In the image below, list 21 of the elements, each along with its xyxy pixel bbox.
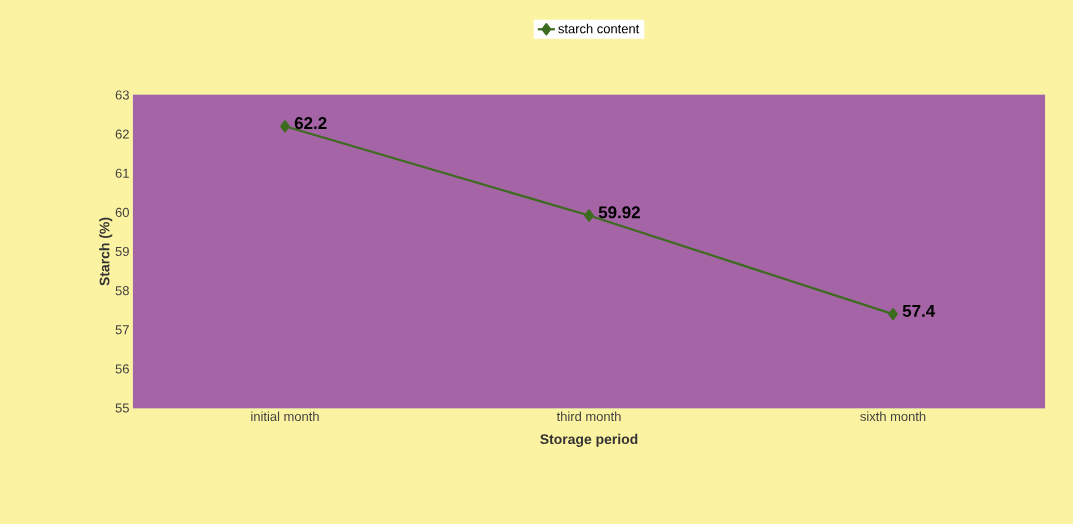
data-label: 57.4 (902, 305, 936, 317)
y-tick-label: 59 (115, 246, 129, 257)
x-tick-label: third month (556, 411, 621, 422)
y-tick-label: 55 (115, 403, 129, 413)
y-tick-label: 62 (115, 129, 129, 139)
point (888, 308, 898, 321)
y-tick-label: 60 (115, 207, 129, 217)
x-tick-label: initial month (251, 411, 319, 422)
x-tick-label: sixth month (860, 411, 926, 422)
data-label: 62.2 (294, 117, 327, 130)
y-axis-title: Starch (%) (99, 217, 113, 286)
y-tick-label: 56 (115, 364, 129, 374)
data-label: 59.92 (598, 206, 640, 219)
y-tick-label: 61 (115, 168, 129, 178)
y-tick-label: 63 (115, 90, 129, 100)
x-axis-title: Storage period (540, 433, 638, 447)
y-tick-label: 58 (115, 286, 129, 296)
y-tick-label: 57 (115, 325, 129, 335)
point (280, 120, 290, 133)
point (584, 209, 594, 222)
legend-label: starch content (558, 23, 640, 34)
